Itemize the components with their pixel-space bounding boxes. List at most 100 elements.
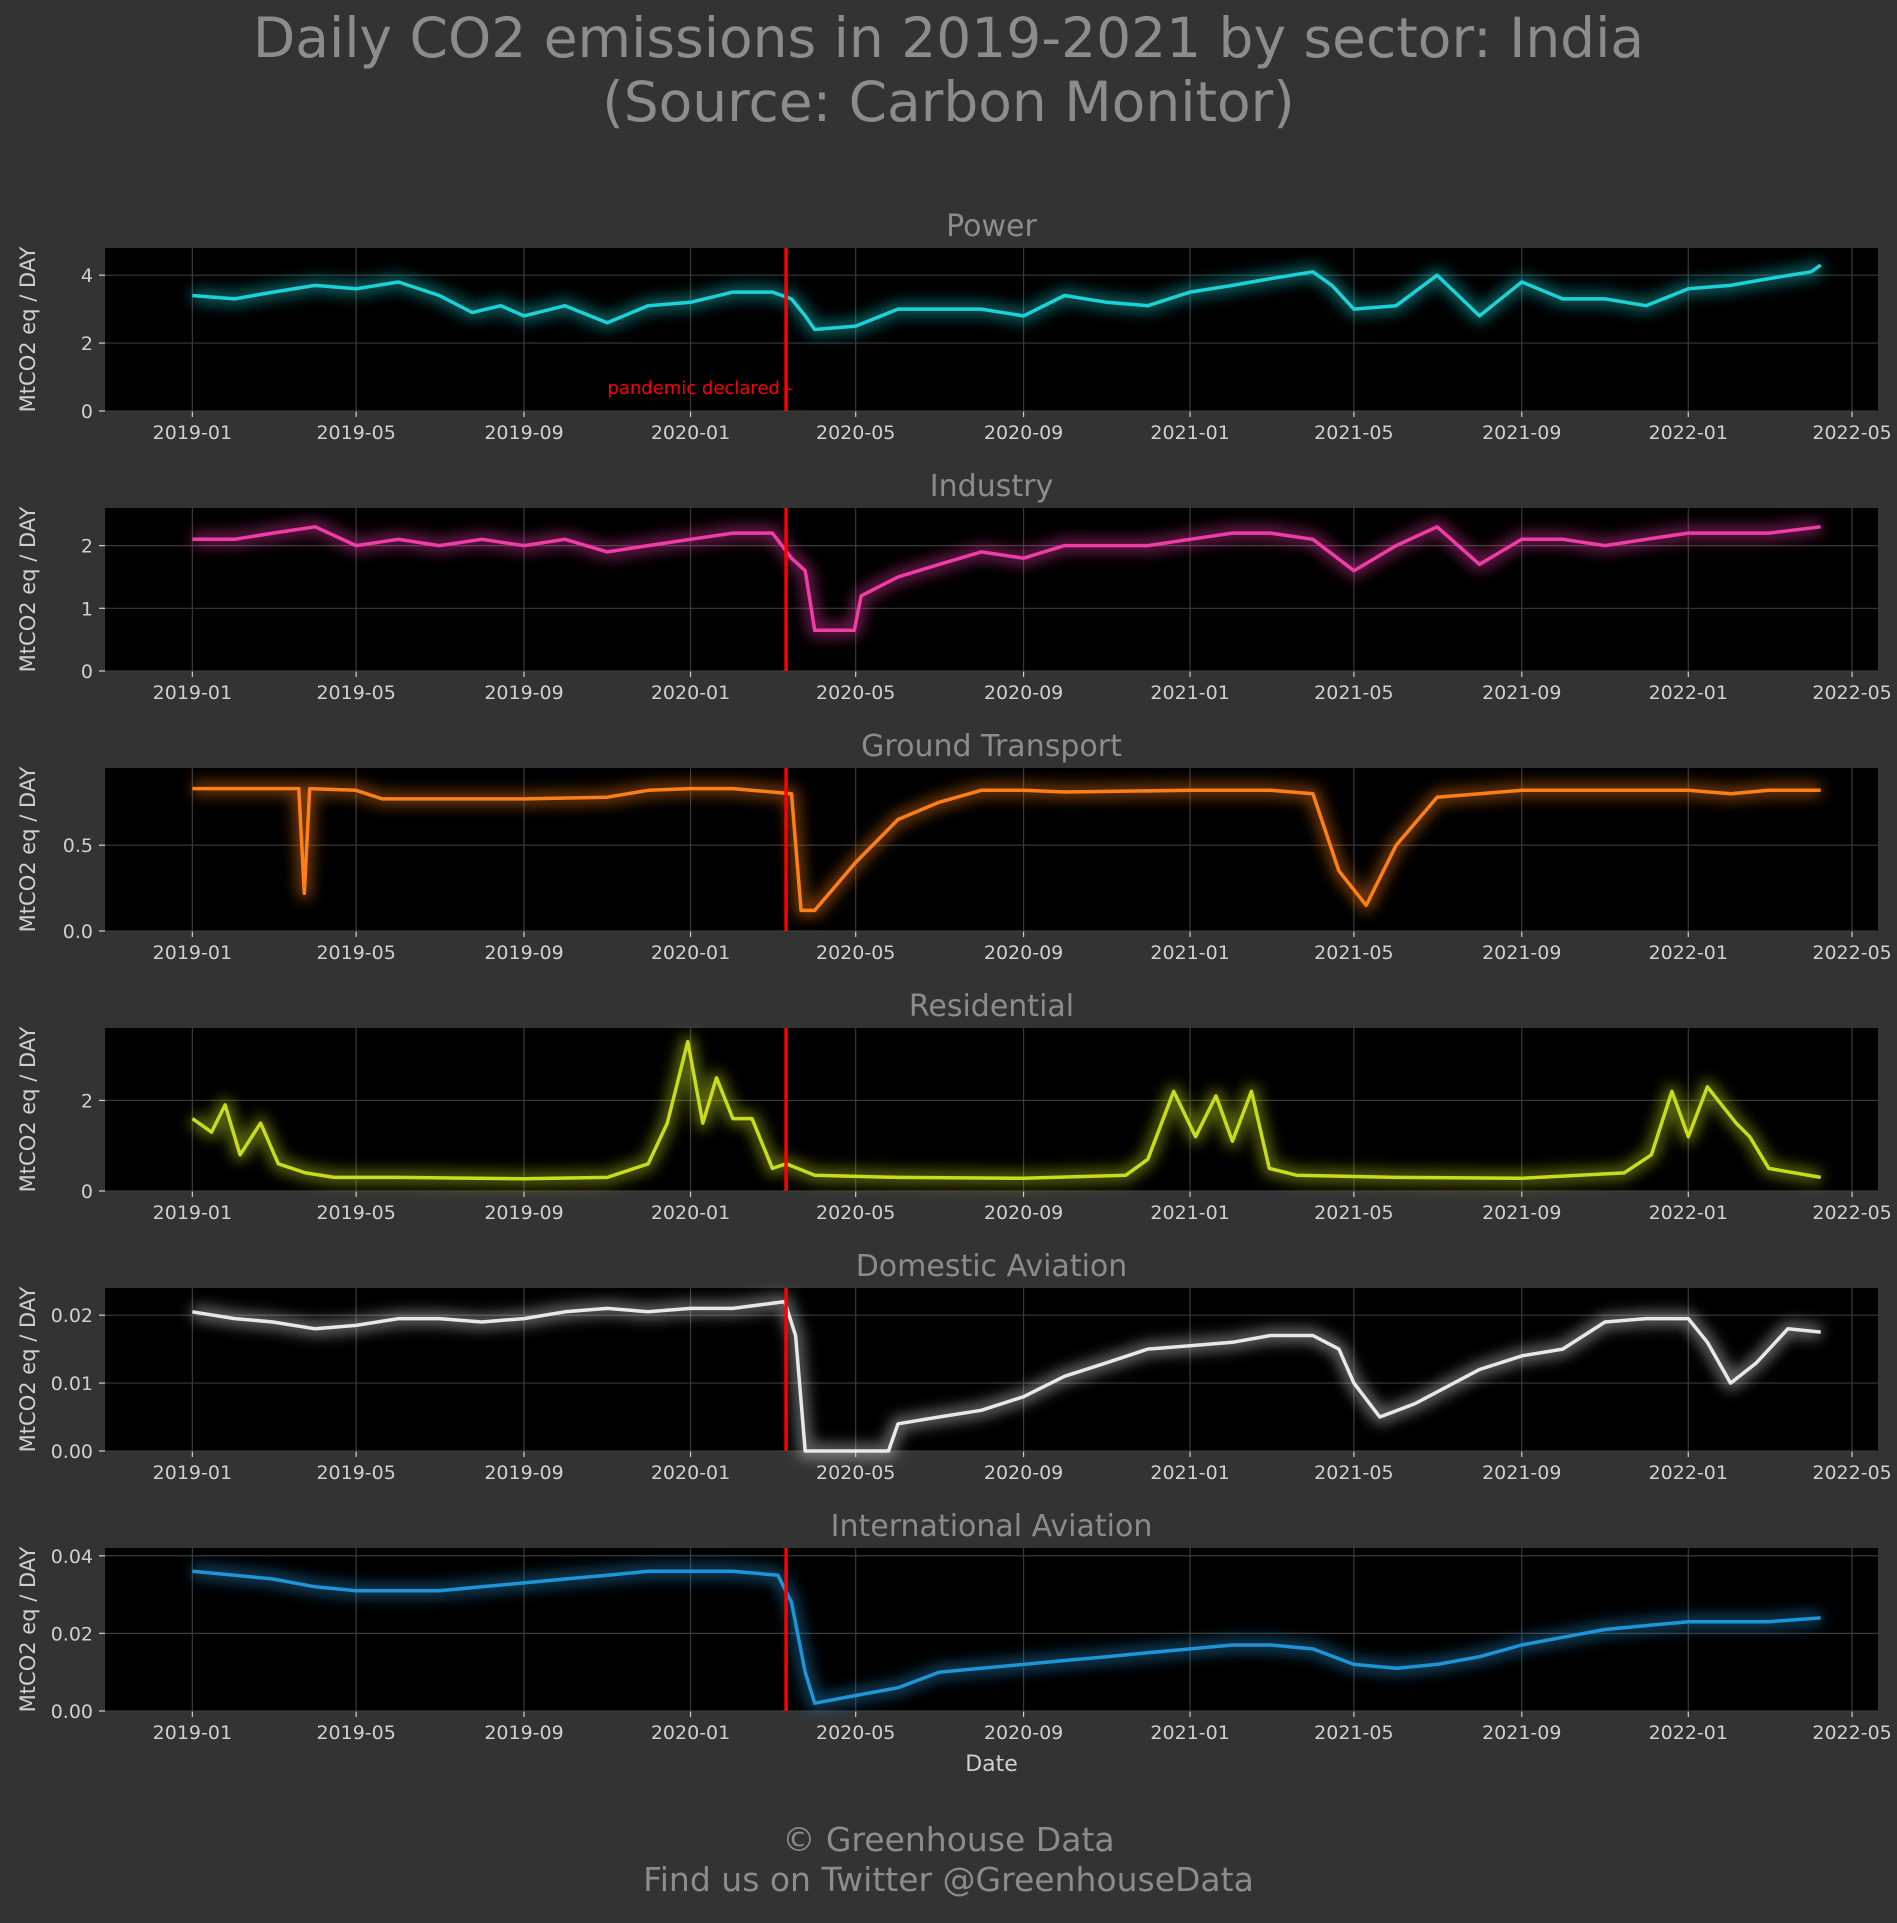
x-tick-label: 2021-05 (1314, 1462, 1393, 1484)
x-tick-label: 2021-05 (1314, 682, 1393, 704)
y-tick-label: 2 (81, 333, 93, 355)
series-line-international-aviation (192, 1569, 1821, 1705)
x-tick-label: 2019-05 (316, 1462, 395, 1484)
x-tick-label: 2022-01 (1649, 942, 1728, 964)
y-tick-label: 0.02 (51, 1305, 93, 1327)
footer-copyright: © Greenhouse Data (782, 1820, 1115, 1859)
x-tick-label: 2019-05 (316, 1202, 395, 1224)
x-tick-label: 2021-05 (1314, 942, 1393, 964)
footer-twitter: Find us on Twitter @GreenhouseData (643, 1860, 1254, 1899)
x-tick-label: 2021-01 (1150, 1462, 1229, 1484)
x-tick-label: 2021-01 (1150, 422, 1229, 444)
x-tick-label: 2019-01 (153, 1722, 232, 1744)
x-tick-label: 2022-05 (1812, 1202, 1891, 1224)
y-tick-label: 0.04 (51, 1546, 93, 1568)
plot-background (105, 1028, 1878, 1191)
x-tick-label: 2020-05 (816, 1202, 895, 1224)
pandemic-annotation-label: pandemic declared - (607, 378, 792, 399)
series-line-domestic-aviation (192, 1299, 1821, 1453)
x-tick-label: 2020-09 (984, 422, 1063, 444)
y-tick-label: 0 (81, 661, 93, 683)
x-tick-label: 2020-01 (651, 1202, 730, 1224)
y-tick-label: 0 (81, 401, 93, 423)
x-tick-label: 2019-01 (153, 422, 232, 444)
x-tick-label: 2020-05 (816, 422, 895, 444)
panel-title-ground-transport: Ground Transport (861, 729, 1122, 764)
chart-title-line-1: Daily CO2 emissions in 2019-2021 by sect… (252, 6, 1645, 70)
x-tick-label: 2021-09 (1482, 682, 1561, 704)
x-tick-label: 2021-05 (1314, 422, 1393, 444)
y-axis-label: MtCO2 eq / DAY (16, 1547, 40, 1713)
x-tick-label: 2019-05 (316, 1722, 395, 1744)
x-tick-label: 2020-01 (651, 682, 730, 704)
y-tick-label: 2 (81, 1090, 93, 1112)
y-tick-label: 0.00 (51, 1701, 93, 1723)
x-tick-label: 2021-01 (1150, 682, 1229, 704)
panel-ground-transport: Ground Transport 2019-01 2019-05 2019-09 202… (16, 729, 1892, 964)
y-tick-label: 0 (81, 1181, 93, 1203)
y-tick-label: 1 (81, 598, 93, 620)
x-tick-label: 2020-05 (816, 942, 895, 964)
x-tick-label: 2019-01 (153, 942, 232, 964)
x-tick-label: 2019-09 (484, 682, 563, 704)
y-axis-label: MtCO2 eq / DAY (16, 1287, 40, 1453)
plot-background (105, 508, 1878, 671)
x-tick-label: 2021-09 (1482, 942, 1561, 964)
y-tick-label: 0.00 (51, 1441, 93, 1463)
x-tick-label: 2020-05 (816, 1462, 895, 1484)
x-tick-label: 2019-01 (153, 682, 232, 704)
chart-title-line-2: (Source: Carbon Monitor) (602, 70, 1295, 134)
x-tick-label: 2019-09 (484, 1722, 563, 1744)
series-line-residential (191, 1039, 1821, 1181)
series-line-ground-transport (192, 786, 1821, 913)
y-axis-label: MtCO2 eq / DAY (16, 1027, 40, 1193)
panel-title-power: Power (946, 209, 1037, 244)
x-tick-label: 2019-09 (484, 1202, 563, 1224)
panel-residential: Residential 2019-01 2019-05 2019-09 2020-01 2… (16, 989, 1892, 1224)
x-tick-label: 2021-01 (1150, 1202, 1229, 1224)
x-tick-label: 2021-09 (1482, 1202, 1561, 1224)
x-tick-label: 2020-01 (651, 422, 730, 444)
x-tick-label: 2021-05 (1314, 1722, 1393, 1744)
x-tick-label: 2022-01 (1649, 1202, 1728, 1224)
series-line-power (192, 263, 1822, 332)
panel-title-residential: Residential (909, 989, 1074, 1024)
x-tick-label: 2020-09 (984, 1202, 1063, 1224)
x-tick-label: 2020-01 (651, 1462, 730, 1484)
x-tick-label: 2020-05 (816, 682, 895, 704)
series-line-industry (192, 525, 1821, 633)
y-tick-label: 0.0 (63, 921, 93, 943)
x-tick-label: 2022-05 (1812, 682, 1891, 704)
x-tick-label: 2019-09 (484, 422, 563, 444)
y-axis-label: MtCO2 eq / DAY (16, 767, 40, 933)
x-tick-label: 2020-09 (984, 1722, 1063, 1744)
y-tick-label: 0.01 (51, 1373, 93, 1395)
y-tick-label: 0.02 (51, 1623, 93, 1645)
x-tick-label: 2021-05 (1314, 1202, 1393, 1224)
x-tick-label: 2022-01 (1649, 422, 1728, 444)
panel-power: Power 2019-01 2019-05 2019-09 2020-01 2020-05… (16, 209, 1892, 444)
footer-credit: © Greenhouse Data Find us on Twitter @Gr… (0, 1820, 1897, 1900)
x-tick-label: 2020-05 (816, 1722, 895, 1744)
panel-title-international-aviation: International Aviation (831, 1509, 1153, 1544)
x-tick-label: 2019-05 (316, 422, 395, 444)
y-axis-label: MtCO2 eq / DAY (16, 507, 40, 673)
y-tick-label: 4 (81, 265, 93, 287)
x-tick-label: 2019-09 (484, 1462, 563, 1484)
x-tick-label: 2022-01 (1649, 1722, 1728, 1744)
x-tick-label: 2020-09 (984, 942, 1063, 964)
x-tick-label: 2022-01 (1649, 682, 1728, 704)
x-tick-label: 2021-09 (1482, 1462, 1561, 1484)
x-tick-label: 2021-09 (1482, 422, 1561, 444)
x-tick-label: 2022-01 (1649, 1462, 1728, 1484)
x-tick-label: 2020-09 (984, 682, 1063, 704)
y-tick-label: 0.5 (63, 835, 93, 857)
x-tick-label: 2022-05 (1812, 1462, 1891, 1484)
x-tick-label: 2022-05 (1812, 942, 1891, 964)
x-tick-label: 2021-01 (1150, 942, 1229, 964)
panel-international-aviation: International Aviation 2019-01 2019-05 2019… (16, 1509, 1892, 1744)
x-axis-label: Date (965, 1752, 1018, 1777)
x-tick-label: 2020-01 (651, 1722, 730, 1744)
